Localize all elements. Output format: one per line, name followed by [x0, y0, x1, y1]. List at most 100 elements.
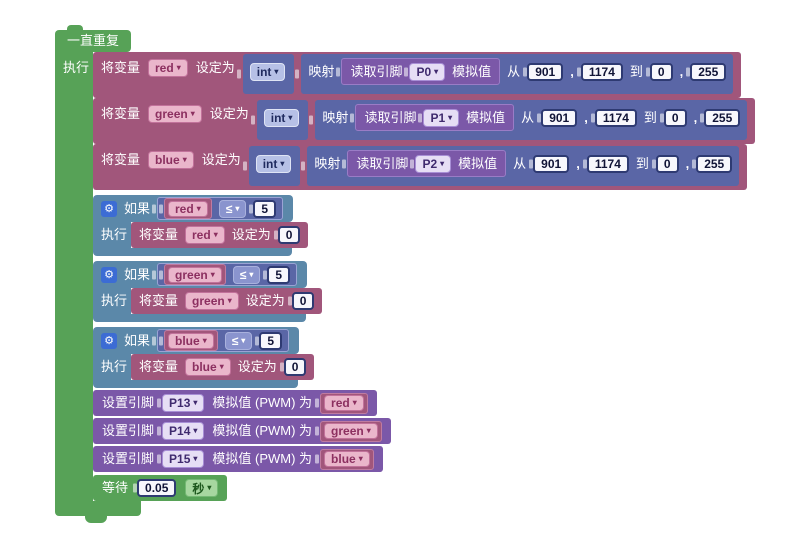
type-dropdown[interactable]: int ▾: [263, 108, 300, 127]
condition-block[interactable]: red ▾ ≤ ▾ 5: [157, 197, 284, 220]
variable-getter-block[interactable]: green ▾: [320, 420, 382, 442]
dropdown-arrow-icon: ▾: [182, 155, 187, 164]
forever-loop-header[interactable]: 一直重复: [55, 30, 132, 52]
type-dropdown[interactable]: int ▾: [249, 62, 286, 81]
time-unit-dropdown[interactable]: 秒 ▾: [185, 479, 219, 497]
number-input[interactable]: 255: [690, 62, 727, 81]
pin-dropdown[interactable]: P14 ▾: [162, 422, 205, 440]
variable-getter-block[interactable]: blue ▾: [164, 330, 218, 351]
map-block[interactable]: 映射 读取引脚 P2 ▾ 模拟值 从 901 , 1174 到 0 , 2: [307, 146, 740, 186]
number-input[interactable]: 5: [259, 331, 282, 350]
if-header[interactable]: ⚙ 如果 red ▾ ≤ ▾ 5: [93, 195, 294, 222]
comparator-dropdown[interactable]: ≤ ▾: [224, 331, 253, 350]
int-cast-block[interactable]: int ▾: [242, 54, 295, 94]
set-pin-pwm-block-p14[interactable]: 设置引脚 P14 ▾ 模拟值 (PWM) 为 green ▾: [93, 418, 391, 444]
dropdown-arrow-icon: ▾: [196, 203, 201, 213]
variable-dropdown[interactable]: blue ▾: [148, 151, 194, 169]
read-analog-pin-block[interactable]: 读取引脚 P1 ▾ 模拟值: [355, 104, 515, 131]
dropdown-arrow-icon: ▾: [280, 158, 285, 168]
loop-footer: [55, 501, 141, 516]
number-input[interactable]: 0.05: [137, 479, 177, 497]
gear-icon[interactable]: ⚙: [101, 200, 117, 217]
set-variable-zero-block[interactable]: 将变量 green ▾ 设定为 0: [131, 288, 323, 314]
variable-dropdown[interactable]: green ▾: [185, 292, 239, 310]
number-input[interactable]: 0: [663, 108, 687, 127]
comparator-dropdown[interactable]: ≤ ▾: [218, 199, 247, 218]
set-variable-blue-block[interactable]: 将变量 blue ▾ 设定为 int ▾ 映射 读取引脚 P2 ▾ 模拟值 从: [93, 144, 748, 190]
variable-dropdown[interactable]: green ▾: [148, 105, 202, 123]
delay-block[interactable]: 等待 0.05 秒 ▾: [93, 475, 228, 501]
set-pin-pwm-block-p13[interactable]: 设置引脚 P13 ▾ 模拟值 (PWM) 为 red ▾: [93, 390, 377, 416]
set-variable-zero-block[interactable]: 将变量 red ▾ 设定为 0: [131, 222, 309, 248]
int-cast-block[interactable]: int ▾: [248, 146, 301, 186]
type-dropdown[interactable]: int ▾: [255, 154, 292, 173]
map-label: 映射: [308, 63, 335, 79]
number-input[interactable]: 1174: [586, 154, 629, 173]
int-cast-block[interactable]: int ▾: [256, 100, 309, 140]
pin-dropdown[interactable]: P15 ▾: [162, 450, 205, 468]
variable-dropdown[interactable]: red ▾: [185, 226, 225, 244]
number-input[interactable]: 0: [283, 358, 307, 376]
if-do-column: 执行: [93, 354, 131, 380]
if-block-red[interactable]: ⚙ 如果 red ▾ ≤ ▾ 5 执行: [93, 195, 309, 256]
pin-dropdown[interactable]: P0 ▾: [409, 62, 446, 81]
variable-dropdown[interactable]: red ▾: [324, 395, 364, 411]
condition-block[interactable]: blue ▾ ≤ ▾ 5: [157, 329, 289, 352]
set-variable-green-block[interactable]: 将变量 green ▾ 设定为 int ▾ 映射 读取引脚 P1 ▾ 模拟值 从: [93, 98, 756, 144]
dropdown-arrow-icon: ▾: [190, 109, 195, 118]
comparator-dropdown[interactable]: ≤ ▾: [232, 265, 261, 284]
set-pin-pwm-block-p15[interactable]: 设置引脚 P15 ▾ 模拟值 (PWM) 为 blue ▾: [93, 446, 383, 472]
variable-dropdown[interactable]: blue ▾: [168, 332, 214, 349]
set-variable-red-block[interactable]: 将变量 red ▾ 设定为 int ▾ 映射 读取引脚 P0 ▾ 模拟值 从: [93, 52, 742, 98]
if-header[interactable]: ⚙ 如果 blue ▾ ≤ ▾ 5: [93, 327, 299, 354]
dropdown-arrow-icon: ▾: [366, 426, 371, 435]
number-input[interactable]: 0: [277, 226, 301, 244]
number-input[interactable]: 1174: [580, 62, 623, 81]
number-input[interactable]: 0: [655, 154, 679, 173]
number-input[interactable]: 901: [533, 154, 570, 173]
number-input[interactable]: 0: [291, 292, 315, 310]
number-input[interactable]: 5: [253, 199, 277, 218]
gear-icon[interactable]: ⚙: [101, 332, 117, 349]
condition-block[interactable]: green ▾ ≤ ▾ 5: [157, 263, 298, 286]
variable-getter-block[interactable]: red ▾: [320, 392, 368, 414]
map-block[interactable]: 映射 读取引脚 P1 ▾ 模拟值 从 901 , 1174 到 0 , 2: [315, 100, 748, 140]
variable-getter-block[interactable]: green ▾: [164, 264, 226, 285]
map-from-label: 从: [513, 155, 527, 171]
read-analog-pin-block[interactable]: 读取引脚 P0 ▾ 模拟值: [341, 58, 501, 85]
number-input[interactable]: 5: [267, 265, 291, 284]
variable-dropdown[interactable]: green ▾: [324, 423, 378, 439]
variable-dropdown[interactable]: red ▾: [148, 59, 188, 77]
variable-getter-block[interactable]: blue ▾: [320, 448, 374, 470]
pin-dropdown[interactable]: P1 ▾: [423, 108, 460, 127]
variable-dropdown[interactable]: green ▾: [168, 266, 222, 283]
number-input[interactable]: 255: [704, 108, 741, 127]
variable-dropdown[interactable]: blue ▾: [185, 358, 231, 376]
set-pin-prefix-label: 设置引脚: [102, 451, 155, 466]
variable-dropdown[interactable]: red ▾: [168, 200, 208, 217]
dropdown-arrow-icon: ▾: [274, 66, 279, 76]
if-footer: [93, 248, 293, 256]
variable-getter-block[interactable]: red ▾: [164, 198, 212, 219]
pin-dropdown[interactable]: P2 ▾: [415, 154, 452, 173]
dropdown-arrow-icon: ▾: [288, 112, 293, 122]
gear-icon[interactable]: ⚙: [101, 266, 117, 283]
if-header[interactable]: ⚙ 如果 green ▾ ≤ ▾ 5: [93, 261, 308, 288]
number-input[interactable]: 1174: [594, 108, 637, 127]
map-block[interactable]: 映射 读取引脚 P0 ▾ 模拟值 从 901 , 1174 到 0 , 2: [301, 54, 734, 94]
read-analog-pin-block[interactable]: 读取引脚 P2 ▾ 模拟值: [347, 150, 507, 177]
if-footer: [93, 314, 307, 322]
forever-loop-block[interactable]: 一直重复 执行 将变量 red ▾ 设定为 int ▾ 映射: [55, 25, 756, 523]
set-variable-suffix-label: 设定为: [231, 227, 271, 242]
pin-dropdown[interactable]: P13 ▾: [162, 394, 205, 412]
loop-do-label: 执行: [63, 60, 90, 75]
number-input[interactable]: 901: [527, 62, 564, 81]
if-block-green[interactable]: ⚙ 如果 green ▾ ≤ ▾ 5 执行: [93, 261, 323, 322]
set-variable-zero-block[interactable]: 将变量 blue ▾ 设定为 0: [131, 354, 315, 380]
if-block-blue[interactable]: ⚙ 如果 blue ▾ ≤ ▾ 5 执行: [93, 327, 315, 388]
number-input[interactable]: 901: [541, 108, 578, 127]
number-input[interactable]: 0: [649, 62, 673, 81]
number-input[interactable]: 255: [696, 154, 733, 173]
variable-dropdown[interactable]: blue ▾: [324, 451, 370, 467]
